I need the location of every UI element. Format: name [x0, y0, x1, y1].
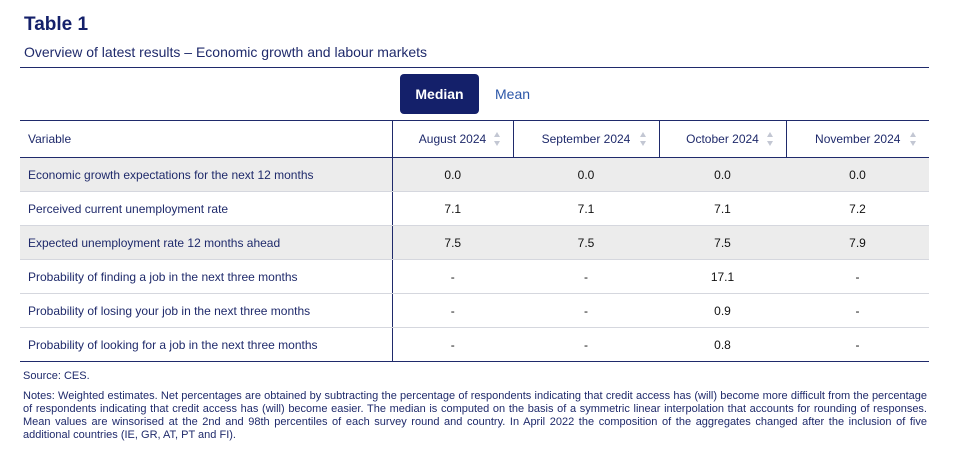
table-cell: 7.5 [513, 225, 659, 260]
table-row: Economic growth expectations for the nex… [20, 157, 929, 192]
table-row: Probability of losing your job in the ne… [20, 293, 929, 328]
sort-icon[interactable] [910, 132, 917, 146]
mean-tab[interactable]: Mean [479, 74, 546, 114]
row-label: Economic growth expectations for the nex… [20, 157, 393, 192]
title-divider [20, 67, 929, 68]
table-cell: 0.8 [659, 327, 786, 362]
table-header-row: Variable August 2024 September 2024 Octo… [20, 120, 929, 158]
table-row: Probability of finding a job in the next… [20, 259, 929, 294]
column-header-october-2024[interactable]: October 2024 [658, 120, 786, 158]
row-label: Perceived current unemployment rate [20, 191, 393, 226]
column-header-variable: Variable [20, 120, 393, 158]
table-cell: - [513, 327, 659, 362]
column-header-label: October 2024 [686, 132, 759, 146]
median-tab[interactable]: Median [400, 74, 479, 114]
row-label: Probability of looking for a job in the … [20, 327, 393, 362]
results-table: Variable August 2024 September 2024 Octo… [20, 120, 929, 362]
table-cell: - [786, 259, 929, 294]
table-cell: 7.1 [659, 191, 786, 226]
notes-text: Notes: Weighted estimates. Net percentag… [23, 390, 927, 441]
table-cell: 7.1 [392, 191, 513, 226]
table-cell: 7.2 [786, 191, 929, 226]
table-cell: - [513, 259, 659, 294]
table-cell: 17.1 [659, 259, 786, 294]
table-cell: - [392, 259, 513, 294]
table-cell: 7.1 [513, 191, 659, 226]
table-cell: - [392, 327, 513, 362]
table-cell: 7.5 [392, 225, 513, 260]
table-cell: 0.9 [659, 293, 786, 328]
column-header-august-2024[interactable]: August 2024 [391, 120, 513, 158]
table-cell: 0.0 [513, 157, 659, 192]
sort-icon[interactable] [766, 132, 774, 146]
source-note: Source: CES. [23, 370, 90, 382]
table-cell: - [513, 293, 659, 328]
table-row: Expected unemployment rate 12 months ahe… [20, 225, 929, 260]
table-cell: - [786, 293, 929, 328]
column-header-label: September 2024 [541, 132, 631, 146]
table-cell: - [392, 293, 513, 328]
table-cell: 7.9 [786, 225, 929, 260]
column-header-november-2024[interactable]: November 2024 [785, 120, 929, 158]
table-row: Perceived current unemployment rate 7.1 … [20, 191, 929, 226]
table-cell: 0.0 [392, 157, 513, 192]
column-header-september-2024[interactable]: September 2024 [512, 120, 659, 158]
row-label: Expected unemployment rate 12 months ahe… [20, 225, 393, 260]
row-label: Probability of losing your job in the ne… [20, 293, 393, 328]
column-header-label: August 2024 [418, 132, 487, 146]
table-row: Probability of looking for a job in the … [20, 327, 929, 362]
table-cell: - [786, 327, 929, 362]
table-cell: 0.0 [659, 157, 786, 192]
table-subtitle: Overview of latest results – Economic gr… [24, 44, 428, 60]
column-header-label: November 2024 [815, 132, 901, 146]
table-cell: 0.0 [786, 157, 929, 192]
statistic-toggle: Median Mean [400, 74, 546, 114]
row-label: Probability of finding a job in the next… [20, 259, 393, 294]
table-title: Table 1 [24, 14, 89, 35]
sort-icon[interactable] [639, 132, 647, 146]
table-cell: 7.5 [659, 225, 786, 260]
sort-icon[interactable] [493, 132, 501, 146]
